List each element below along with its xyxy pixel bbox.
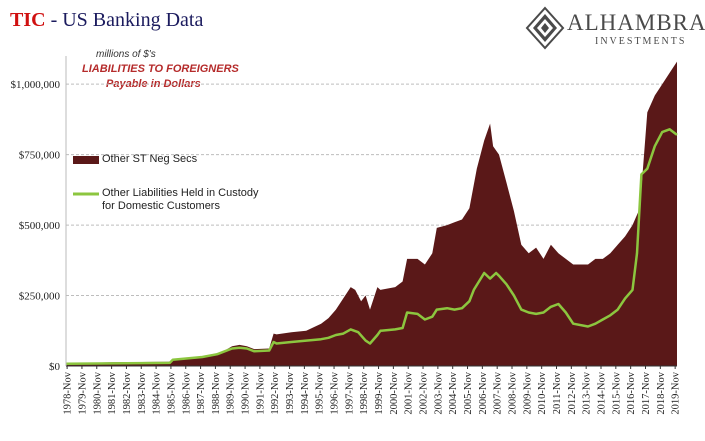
x-tick-label: 2008-Nov — [508, 371, 519, 414]
y-tick-label: $250,000 — [19, 291, 61, 303]
x-tick-label: 1990-Nov — [241, 371, 252, 414]
x-tick-label: 1992-Nov — [270, 371, 281, 414]
x-tick-label: 2009-Nov — [522, 371, 533, 414]
y-tick-labels: $0 $250,000 $500,000 $750,000 $1,000,000 — [11, 79, 61, 373]
x-tick-label: 1991-Nov — [255, 371, 266, 414]
legend-label-area: Other ST Neg Secs — [102, 153, 198, 165]
x-tick-label: 1988-Nov — [211, 371, 222, 414]
title-prefix: TIC — [10, 9, 46, 31]
x-tick-label: 2007-Nov — [493, 371, 504, 414]
x-tick-label: 2006-Nov — [478, 371, 489, 414]
x-tick-label: 1999-Nov — [374, 371, 385, 414]
x-tick-label: 2004-Nov — [448, 371, 459, 414]
x-tick-label: 1994-Nov — [300, 371, 311, 414]
y-tick-label: $0 — [49, 361, 61, 373]
x-tick-label: 2017-Nov — [641, 371, 652, 414]
x-tick-label: 2011-Nov — [552, 371, 563, 414]
logo-name: ALHAMBRA — [567, 10, 705, 35]
x-tick-label: 2002-Nov — [419, 371, 430, 414]
y-tick-label: $750,000 — [19, 150, 61, 162]
x-tick-label: 1983-Nov — [137, 371, 148, 414]
x-tick-label: 1981-Nov — [107, 371, 118, 414]
x-tick-label: 1997-Nov — [344, 371, 355, 414]
x-tick-label: 1996-Nov — [330, 371, 341, 414]
title-rest: - US Banking Data — [45, 9, 204, 31]
y-tick-label: $500,000 — [19, 220, 61, 232]
area-series — [66, 61, 677, 366]
alhambra-diamond-icon — [525, 6, 565, 50]
area-other-st-neg-secs — [66, 61, 677, 366]
x-tick-label: 2018-Nov — [656, 371, 667, 414]
x-tick-label: 1998-Nov — [359, 371, 370, 414]
liabilities-annotation: LIABILITIES TO FOREIGNERS — [82, 63, 239, 75]
x-tick-label: 2019-Nov — [671, 371, 682, 414]
x-tick-label: 2016-Nov — [626, 371, 637, 414]
x-tick-label: 1995-Nov — [315, 371, 326, 414]
line-series — [65, 128, 678, 365]
units-annotation: millions of $'s — [96, 49, 156, 60]
legend-label-line: Other Liabilities Held in Custody for Do… — [102, 187, 259, 212]
x-tick-label: 2000-Nov — [389, 371, 400, 414]
x-tick-labels: 1978-Nov 1979-Nov 1980-Nov 1981-Nov 1982-Nov… — [63, 366, 682, 415]
alhambra-logo: ALHAMBRA INVESTMENTS — [525, 6, 705, 50]
logo-subtitle: INVESTMENTS — [595, 36, 687, 47]
x-tick-label: 1979-Nov — [77, 371, 88, 414]
x-tick-label: 2015-Nov — [611, 371, 622, 414]
x-tick-label: 1986-Nov — [181, 371, 192, 414]
y-tick-label: $1,000,000 — [11, 79, 61, 91]
x-tick-label: 2001-Nov — [404, 371, 415, 414]
x-tick-label: 1985-Nov — [166, 371, 177, 414]
page-title: TIC - US Banking Data — [10, 9, 203, 32]
x-tick-label: 2013-Nov — [582, 371, 593, 414]
x-tick-label: 1984-Nov — [152, 371, 163, 414]
x-tick-label: 2014-Nov — [597, 371, 608, 414]
line-custody-liabilities — [65, 128, 678, 365]
x-tick-label: 1987-Nov — [196, 371, 207, 414]
x-tick-label: 1993-Nov — [285, 371, 296, 414]
x-tick-label: 2005-Nov — [463, 371, 474, 414]
x-tick-label: 1989-Nov — [226, 371, 237, 414]
x-tick-label: 2010-Nov — [537, 371, 548, 414]
grid-lines — [66, 83, 677, 297]
legend-swatch-area — [73, 156, 99, 164]
x-tick-label: 2012-Nov — [567, 371, 578, 414]
x-tick-label: 1980-Nov — [92, 371, 103, 414]
x-tick-label: 1978-Nov — [63, 371, 74, 414]
x-tick-label: 2003-Nov — [433, 371, 444, 414]
axes — [65, 56, 677, 367]
x-tick-label: 1982-Nov — [122, 371, 133, 414]
legend — [73, 156, 99, 196]
